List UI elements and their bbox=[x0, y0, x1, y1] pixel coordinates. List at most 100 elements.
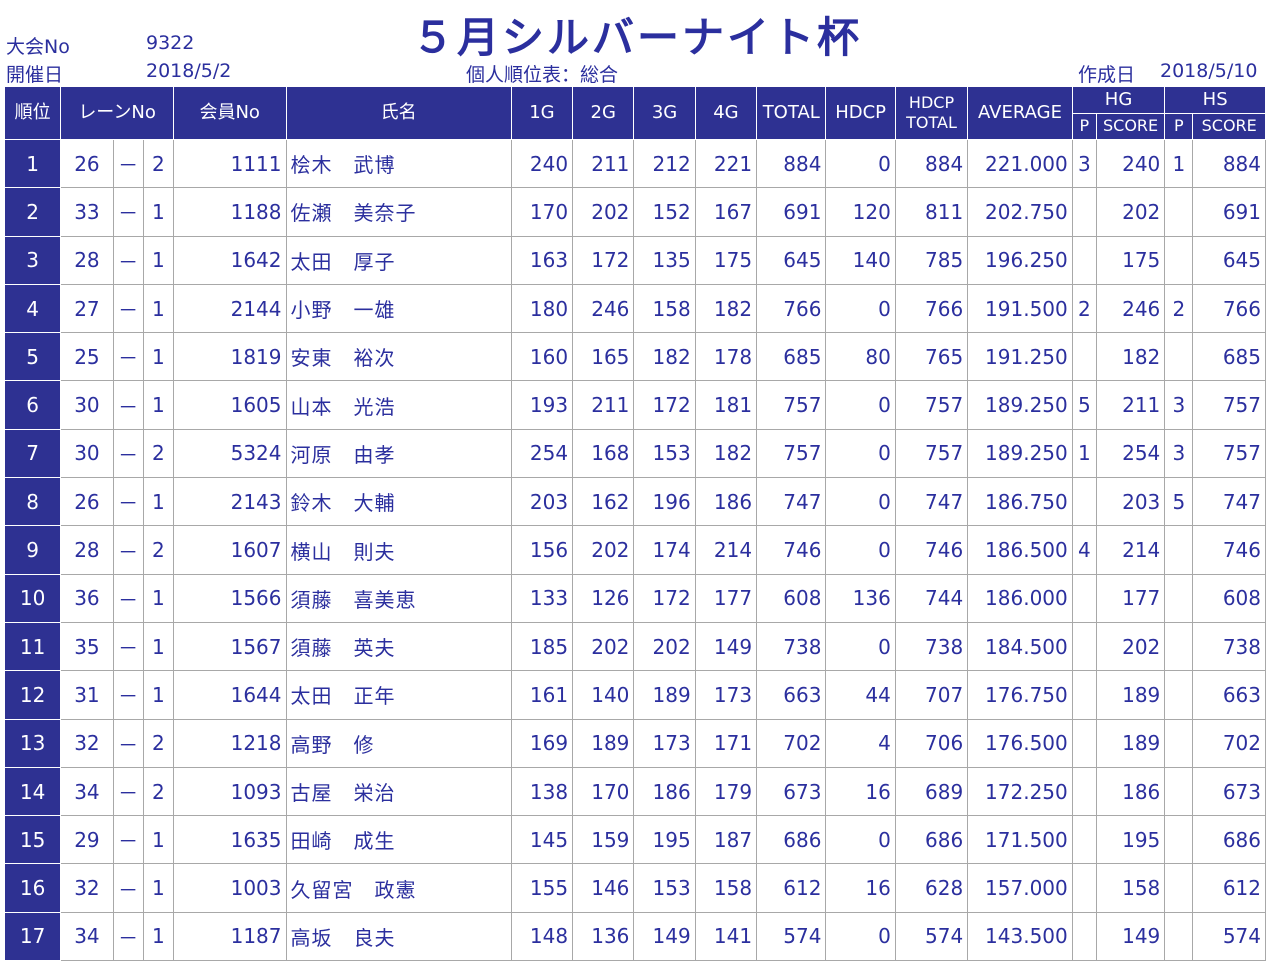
hdcp-total-cell: 689 bbox=[894, 766, 969, 817]
member-no-cell: 1093 bbox=[172, 766, 287, 817]
hdcp-total-cell: 765 bbox=[894, 332, 969, 382]
lane-cell: 27 bbox=[60, 283, 114, 334]
lane-cell: 28 bbox=[60, 235, 114, 285]
lane-side-cell: 1 bbox=[142, 477, 174, 527]
total-cell: 608 bbox=[756, 573, 827, 623]
hg-score-cell: 158 bbox=[1095, 863, 1166, 913]
hdcp-cell: 44 bbox=[825, 670, 896, 720]
lane-side-cell: 1 bbox=[142, 911, 174, 962]
game2-cell: 165 bbox=[572, 332, 635, 382]
game2-cell: 168 bbox=[572, 428, 635, 479]
lane-side-cell: 1 bbox=[142, 670, 174, 720]
name-cell: 太田 正年 bbox=[285, 670, 512, 720]
lane-dash-cell: － bbox=[112, 670, 144, 720]
hs-position-cell bbox=[1164, 525, 1194, 575]
game2-cell: 126 bbox=[572, 573, 635, 623]
lane-cell: 30 bbox=[60, 428, 114, 479]
held-date: 2018/5/2 bbox=[146, 60, 232, 82]
hg-score-cell: 186 bbox=[1095, 766, 1166, 817]
hdcp-cell: 0 bbox=[825, 525, 896, 575]
hg-score-cell: 214 bbox=[1095, 525, 1166, 575]
hs-position-cell bbox=[1164, 187, 1194, 237]
lane-side-cell: 2 bbox=[142, 766, 174, 817]
average-cell: 157.000 bbox=[967, 863, 1073, 913]
average-cell: 143.500 bbox=[967, 911, 1073, 962]
lane-side-cell: 1 bbox=[142, 863, 174, 913]
game3-cell: 153 bbox=[633, 428, 696, 479]
lane-dash-cell: － bbox=[112, 235, 144, 285]
hdcp-total-cell: 757 bbox=[894, 428, 969, 479]
average-cell: 186.000 bbox=[967, 573, 1073, 623]
hdcp-total-cell: 686 bbox=[894, 815, 969, 865]
game1-cell: 193 bbox=[510, 380, 574, 430]
game1-cell: 170 bbox=[510, 187, 574, 237]
game2-cell: 172 bbox=[572, 235, 635, 285]
hg-position-cell: 2 bbox=[1071, 283, 1097, 334]
hs-score-cell: 757 bbox=[1192, 380, 1266, 430]
rank-cell: 14 bbox=[3, 766, 62, 817]
hdcp-cell: 16 bbox=[825, 863, 896, 913]
hdcp-cell: 0 bbox=[825, 283, 896, 334]
member-no-cell: 1003 bbox=[172, 863, 287, 913]
rank-cell: 11 bbox=[3, 621, 62, 672]
hs-score-cell: 645 bbox=[1192, 235, 1266, 285]
hg-position-cell bbox=[1071, 863, 1097, 913]
member-no-cell: 1567 bbox=[172, 621, 287, 672]
average-cell: 202.750 bbox=[967, 187, 1073, 237]
lane-dash-cell: － bbox=[112, 187, 144, 237]
hdcp-total-cell: 574 bbox=[894, 911, 969, 962]
game2-cell: 246 bbox=[572, 283, 635, 334]
lane-dash-cell: － bbox=[112, 525, 144, 575]
name-cell: 須藤 英夫 bbox=[285, 621, 512, 672]
name-cell: 高坂 良夫 bbox=[285, 911, 512, 962]
table-row: 10 36 － 1 1566 須藤 喜美恵 133 126 172 177 608 136 744 186… bbox=[3, 573, 1266, 623]
rank-cell: 13 bbox=[3, 718, 62, 768]
lane-dash-cell: － bbox=[112, 718, 144, 768]
game1-cell: 145 bbox=[510, 815, 574, 865]
average-cell: 172.250 bbox=[967, 766, 1073, 817]
hdcp-cell: 4 bbox=[825, 718, 896, 768]
col-name: 氏名 bbox=[285, 86, 512, 140]
hdcp-total-cell: 785 bbox=[894, 235, 969, 285]
page-title: ５月シルバーナイト杯 bbox=[411, 13, 862, 62]
lane-cell: 34 bbox=[60, 766, 114, 817]
col-g4: 4G bbox=[694, 86, 758, 140]
hs-score-cell: 685 bbox=[1192, 332, 1266, 382]
lane-side-cell: 1 bbox=[142, 573, 174, 623]
ranking-table: 順位 レーンNo 会員No 氏名 1G 2G 3G 4G TOTAL HDCP … bbox=[3, 86, 1266, 962]
game4-cell: 171 bbox=[694, 718, 758, 768]
member-no-cell: 5324 bbox=[172, 428, 287, 479]
game3-cell: 172 bbox=[633, 380, 696, 430]
name-cell: 佐瀬 美奈子 bbox=[285, 187, 512, 237]
member-no-cell: 1111 bbox=[172, 138, 287, 189]
total-cell: 686 bbox=[756, 815, 827, 865]
hg-position-cell bbox=[1071, 766, 1097, 817]
hg-position-cell bbox=[1071, 573, 1097, 623]
average-cell: 191.500 bbox=[967, 283, 1073, 334]
game2-cell: 211 bbox=[572, 380, 635, 430]
hg-score-cell: 177 bbox=[1095, 573, 1166, 623]
table-row: 6 30 － 1 1605 山本 光浩 193 211 172 181 757 0 757 189.250… bbox=[3, 380, 1266, 430]
col-hs-p: P bbox=[1164, 112, 1194, 140]
game3-cell: 172 bbox=[633, 573, 696, 623]
game1-cell: 169 bbox=[510, 718, 574, 768]
game2-cell: 202 bbox=[572, 525, 635, 575]
lane-side-cell: 1 bbox=[142, 235, 174, 285]
game4-cell: 177 bbox=[694, 573, 758, 623]
total-cell: 673 bbox=[756, 766, 827, 817]
hs-position-cell bbox=[1164, 718, 1194, 768]
lane-dash-cell: － bbox=[112, 766, 144, 817]
hg-position-cell bbox=[1071, 235, 1097, 285]
game4-cell: 158 bbox=[694, 863, 758, 913]
hdcp-cell: 0 bbox=[825, 138, 896, 189]
col-hdcp: HDCP bbox=[825, 86, 896, 140]
lane-dash-cell: － bbox=[112, 573, 144, 623]
average-cell: 189.250 bbox=[967, 380, 1073, 430]
game1-cell: 163 bbox=[510, 235, 574, 285]
rank-cell: 15 bbox=[3, 815, 62, 865]
game2-cell: 159 bbox=[572, 815, 635, 865]
lane-dash-cell: － bbox=[112, 477, 144, 527]
game3-cell: 202 bbox=[633, 621, 696, 672]
game2-cell: 170 bbox=[572, 766, 635, 817]
lane-dash-cell: － bbox=[112, 621, 144, 672]
